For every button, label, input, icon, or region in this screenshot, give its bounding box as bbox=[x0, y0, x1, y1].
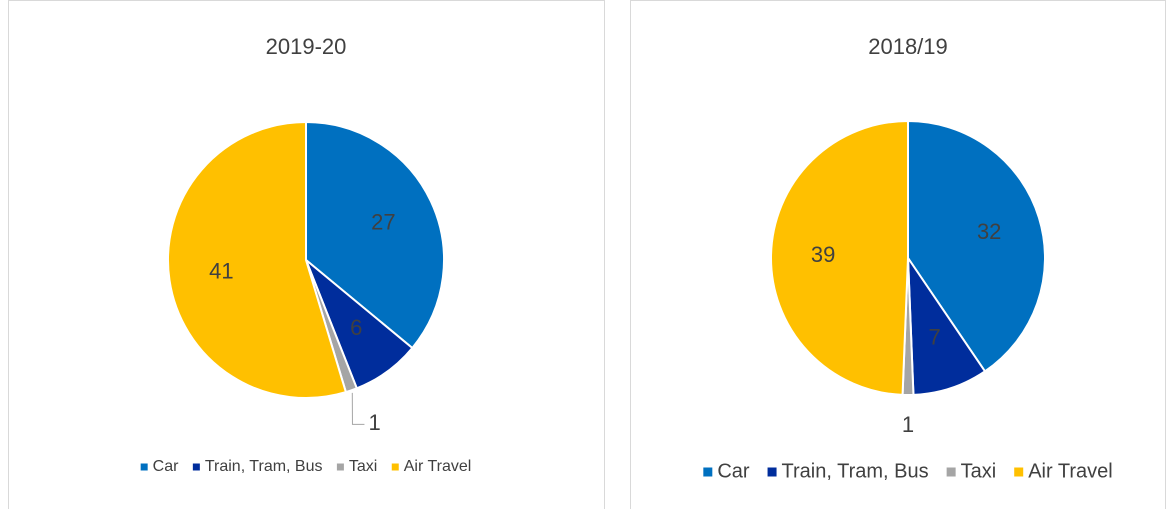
legend-label: Car bbox=[153, 458, 179, 475]
pie-slice bbox=[770, 119, 909, 396]
chart-title: 2019-20 bbox=[266, 34, 347, 59]
data-label: 32 bbox=[977, 219, 1001, 244]
data-label: 27 bbox=[371, 209, 395, 234]
legend-label: Taxi bbox=[349, 458, 377, 475]
legend-label: Train, Tram, Bus bbox=[205, 458, 323, 475]
leader-line bbox=[351, 392, 365, 425]
legend-label: Car bbox=[717, 460, 750, 482]
data-label: 1 bbox=[902, 412, 914, 437]
pie-slice bbox=[907, 119, 1046, 373]
legend-swatch bbox=[192, 463, 200, 471]
legend-swatch bbox=[946, 467, 956, 477]
legend-label: Air Travel bbox=[1028, 460, 1112, 482]
legend-swatch bbox=[767, 467, 777, 477]
pie-slice bbox=[167, 120, 348, 399]
data-label: 1 bbox=[368, 410, 380, 435]
legend-label: Taxi bbox=[961, 460, 997, 482]
data-label: 39 bbox=[811, 242, 835, 267]
pie-slice bbox=[305, 120, 445, 350]
data-label: 41 bbox=[209, 258, 233, 283]
data-label: 7 bbox=[928, 324, 940, 349]
legend-swatch bbox=[391, 463, 399, 471]
legend-swatch bbox=[703, 467, 713, 477]
data-label: 6 bbox=[350, 315, 362, 340]
legend-label: Train, Tram, Bus bbox=[782, 460, 929, 482]
legend-swatch bbox=[1014, 467, 1024, 477]
legend-swatch bbox=[140, 463, 148, 471]
legend-swatch bbox=[336, 463, 344, 471]
chart-title: 2018/19 bbox=[868, 34, 948, 59]
legend-label: Air Travel bbox=[404, 458, 472, 475]
